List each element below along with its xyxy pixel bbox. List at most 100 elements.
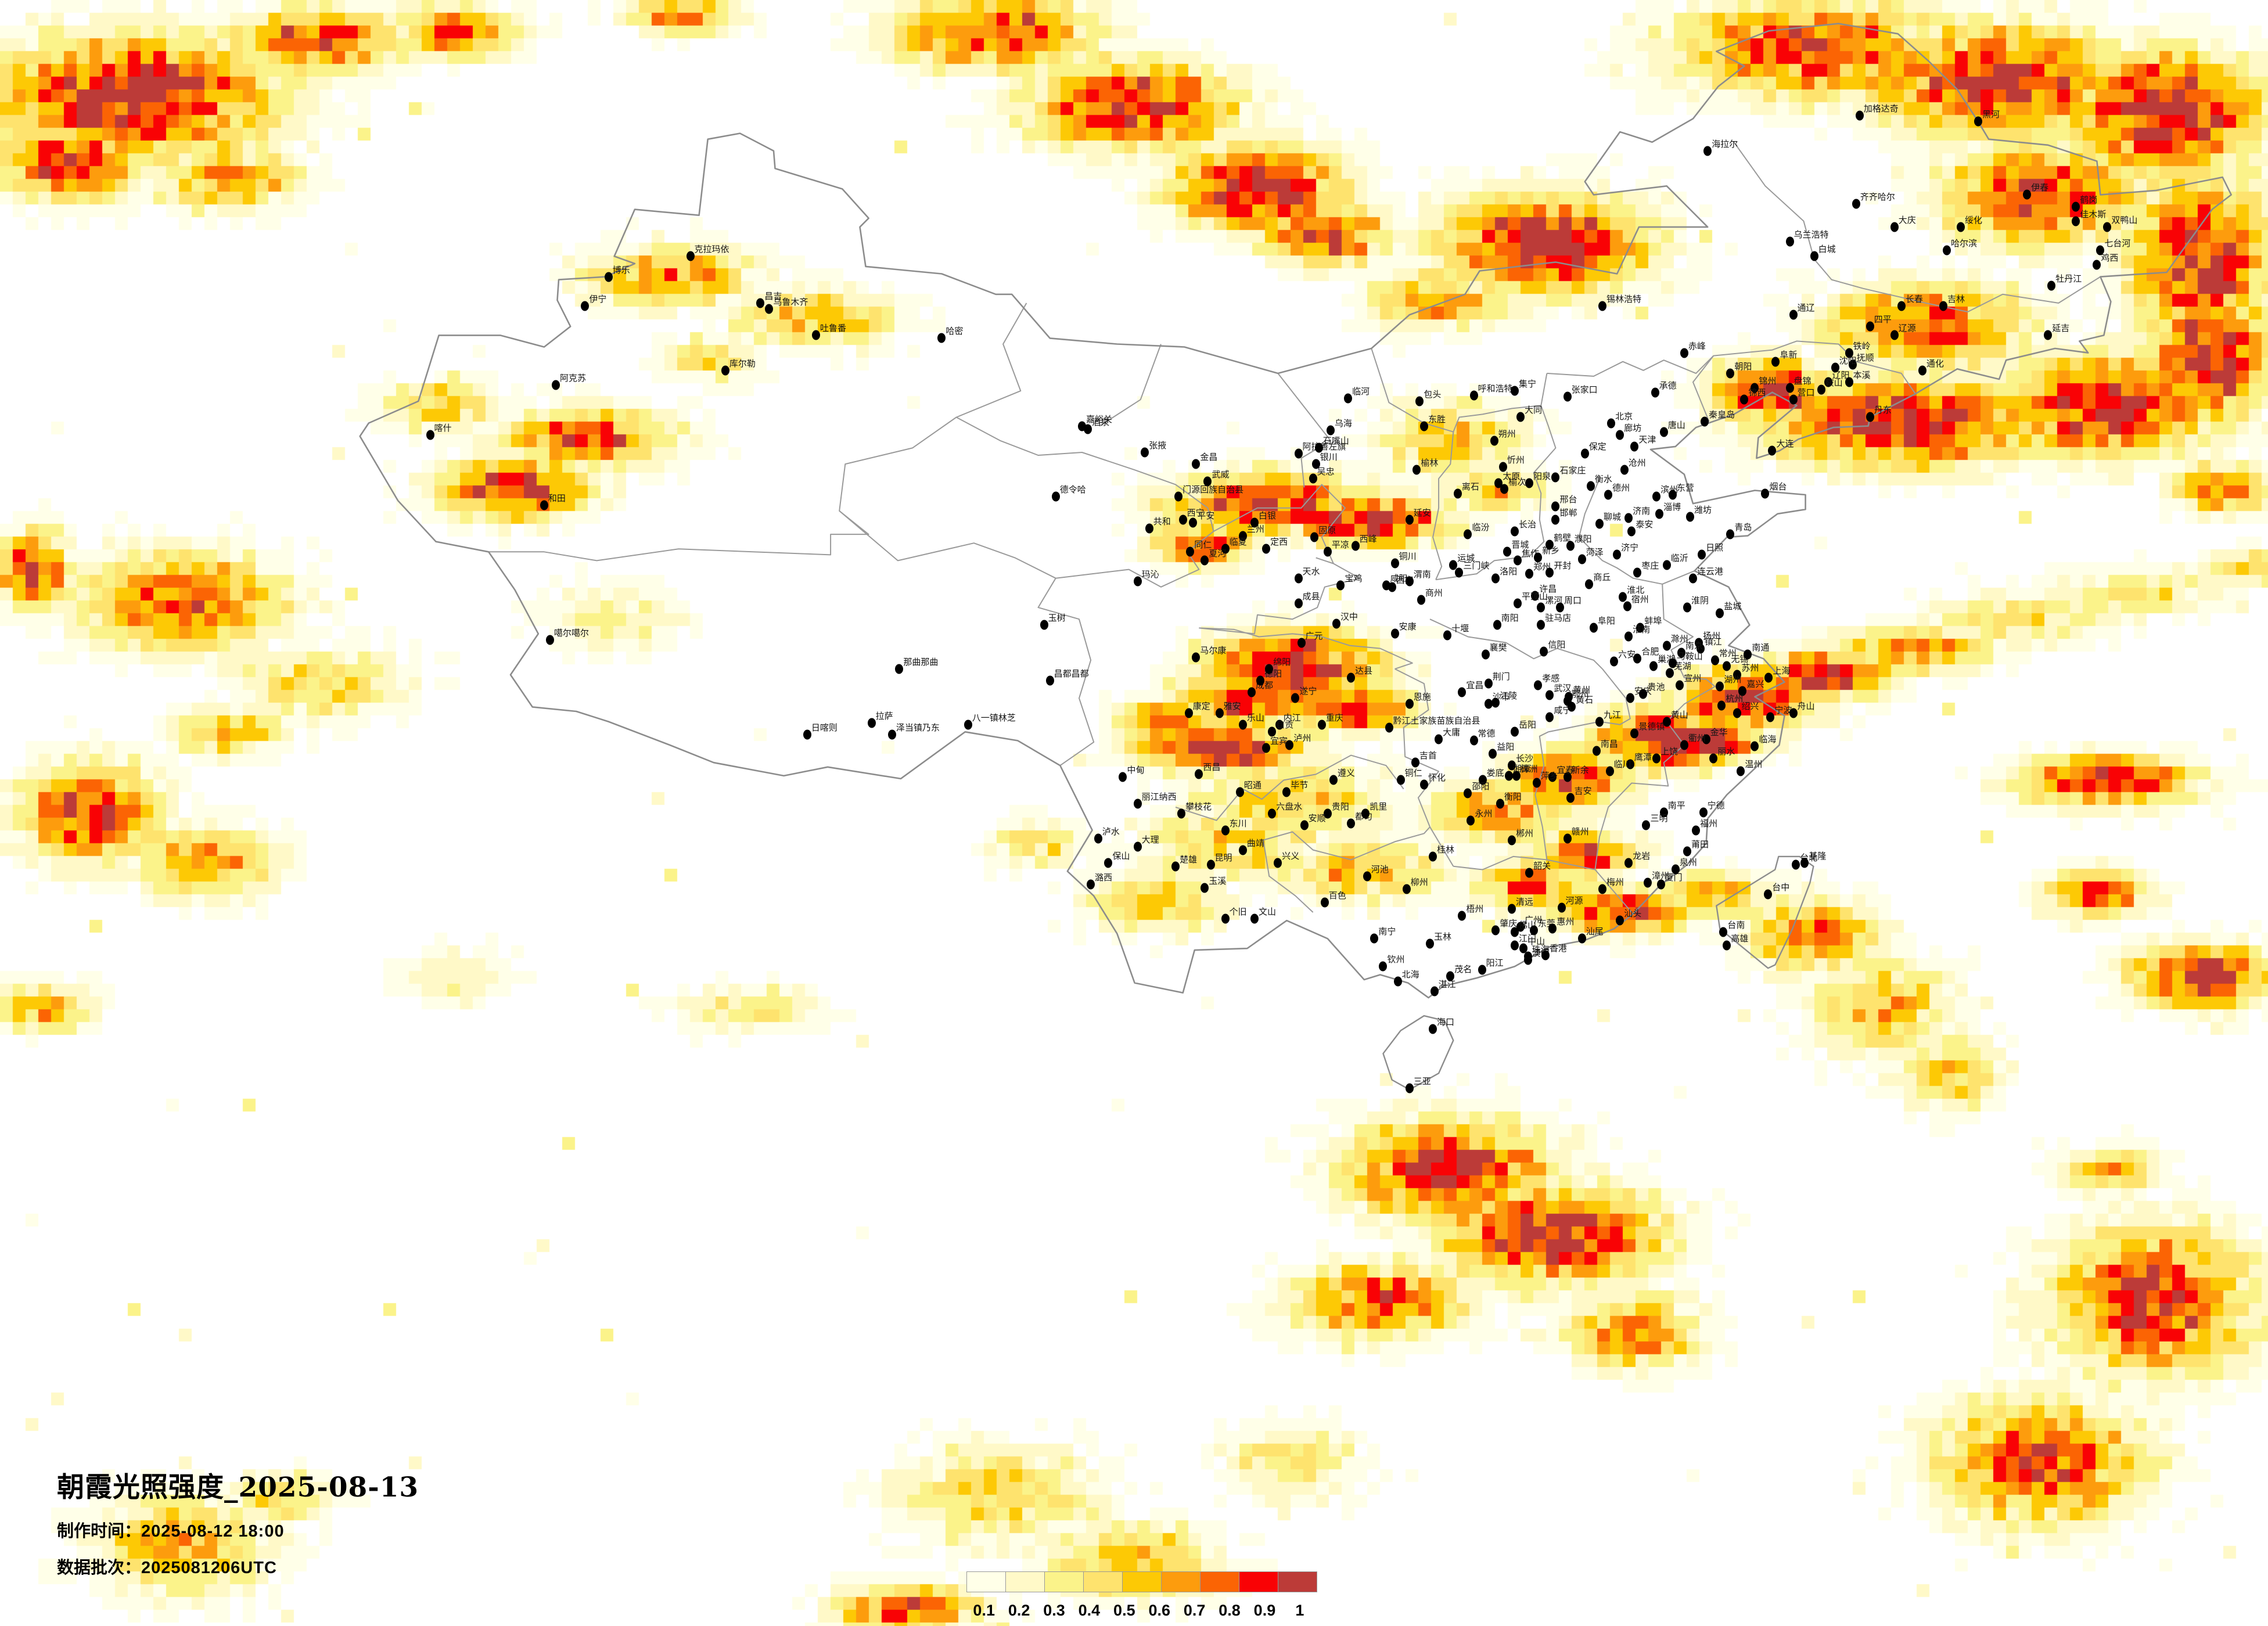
city-marker xyxy=(1585,579,1594,589)
city-label: 十堰 xyxy=(1451,623,1469,634)
city-label: 宜宾 xyxy=(1270,736,1288,746)
city-marker xyxy=(1789,708,1798,718)
city-marker xyxy=(1541,950,1550,961)
city-marker xyxy=(1141,447,1149,458)
city-label: 克拉玛依 xyxy=(694,244,729,255)
city-marker xyxy=(1918,365,1926,376)
city-label: 四平 xyxy=(1874,315,1892,325)
city-marker xyxy=(1411,757,1419,768)
city-label: 福州 xyxy=(1700,818,1718,829)
city-label: 衡水 xyxy=(1594,474,1612,484)
city-label: 台中 xyxy=(1772,882,1790,893)
city-marker xyxy=(1310,532,1319,542)
city-label: 八一镇林芝 xyxy=(972,713,1016,723)
city-marker xyxy=(1145,523,1153,534)
city-marker xyxy=(1740,394,1749,405)
legend-tick-label: 0.3 xyxy=(1043,1602,1065,1619)
city-label: 汕头 xyxy=(1624,909,1642,919)
city-label: 钦州 xyxy=(1387,955,1405,965)
city-marker xyxy=(1094,833,1102,844)
city-label: 德令哈 xyxy=(1059,484,1086,495)
city-marker xyxy=(1195,769,1203,779)
city-label: 郴州 xyxy=(1515,828,1533,839)
city-marker xyxy=(765,304,774,314)
city-label: 苏州 xyxy=(1741,663,1759,673)
city-marker xyxy=(1504,771,1513,781)
city-marker xyxy=(1238,531,1247,541)
city-label: 昭通 xyxy=(1243,780,1261,790)
city-marker xyxy=(1469,390,1478,401)
city-label: 漳州 xyxy=(1652,871,1670,882)
city-marker xyxy=(1616,915,1624,926)
city-marker xyxy=(1507,760,1516,771)
city-label: 铜川 xyxy=(1399,552,1417,562)
city-marker xyxy=(1655,509,1664,519)
city-marker xyxy=(1405,515,1414,525)
city-label: 盐城 xyxy=(1724,602,1742,612)
city-label: 达县 xyxy=(1355,666,1373,677)
city-marker xyxy=(1385,722,1393,733)
city-marker xyxy=(1626,759,1634,769)
city-label: 宁波 xyxy=(1774,706,1792,716)
city-label: 榆林 xyxy=(1421,458,1439,469)
city-marker xyxy=(1351,541,1360,551)
city-marker xyxy=(686,251,695,261)
city-label: 天水 xyxy=(1302,566,1320,577)
city-label: 汉中 xyxy=(1340,611,1358,622)
city-marker xyxy=(1426,938,1435,949)
city-label: 张掖 xyxy=(1149,440,1167,451)
city-label: 黄石 xyxy=(1576,695,1594,706)
city-label: 库尔勒 xyxy=(729,358,756,369)
city-label: 厦门 xyxy=(1665,872,1683,883)
city-label: 娄底 xyxy=(1486,768,1504,779)
city-marker xyxy=(1498,462,1507,472)
city-marker xyxy=(1551,472,1560,483)
city-label: 平顶山 xyxy=(1522,591,1548,602)
city-label: 阜新 xyxy=(1780,350,1798,360)
city-label: 加格达奇 xyxy=(1863,104,1899,114)
city-marker xyxy=(1680,348,1688,358)
city-marker xyxy=(1716,608,1724,618)
city-label: 滁州 xyxy=(1670,634,1688,644)
city-marker xyxy=(1291,693,1300,703)
data-batch-value: 2025081206UTC xyxy=(141,1559,277,1577)
city-label: 南宁 xyxy=(1378,927,1396,937)
city-marker xyxy=(1491,925,1500,936)
city-marker xyxy=(1696,643,1705,654)
province-boundary xyxy=(839,510,1095,767)
city-label: 鹤壁 xyxy=(1554,533,1572,543)
city-label: 永州 xyxy=(1475,808,1493,819)
city-marker xyxy=(1709,753,1718,764)
city-label: 个旧 xyxy=(1229,907,1247,918)
city-marker xyxy=(1429,851,1437,862)
province-boundary xyxy=(1534,668,1631,860)
city-label: 黑河 xyxy=(1982,110,2000,120)
city-label: 江陵 xyxy=(1500,690,1518,701)
legend-tick-label: 0.2 xyxy=(1008,1602,1030,1619)
city-marker xyxy=(1890,330,1899,340)
city-marker xyxy=(1659,807,1668,818)
city-label: 延安 xyxy=(1413,508,1431,518)
city-marker xyxy=(2072,202,2080,212)
city-marker xyxy=(1393,976,1402,987)
legend-swatch xyxy=(1201,1572,1239,1592)
city-label: 辽源 xyxy=(1898,323,1916,334)
city-marker xyxy=(1548,923,1557,934)
legend-tick-label: 0.6 xyxy=(1148,1602,1170,1619)
city-marker xyxy=(1633,567,1642,578)
city-label: 潍坊 xyxy=(1694,505,1712,515)
city-label: 西宁 xyxy=(1187,508,1205,518)
city-marker xyxy=(604,272,613,282)
city-label: 北京 xyxy=(1615,411,1633,422)
city-marker xyxy=(1525,478,1534,488)
legend-swatch xyxy=(1123,1572,1162,1592)
city-label: 潞西 xyxy=(1095,872,1113,883)
city-marker xyxy=(1551,501,1560,512)
city-label: 定西 xyxy=(1270,537,1288,548)
city-marker xyxy=(1652,491,1661,502)
city-marker xyxy=(1604,490,1613,500)
city-label: 白银 xyxy=(1259,510,1277,521)
city-marker xyxy=(1201,883,1209,893)
city-label: 盘锦 xyxy=(1793,376,1811,387)
